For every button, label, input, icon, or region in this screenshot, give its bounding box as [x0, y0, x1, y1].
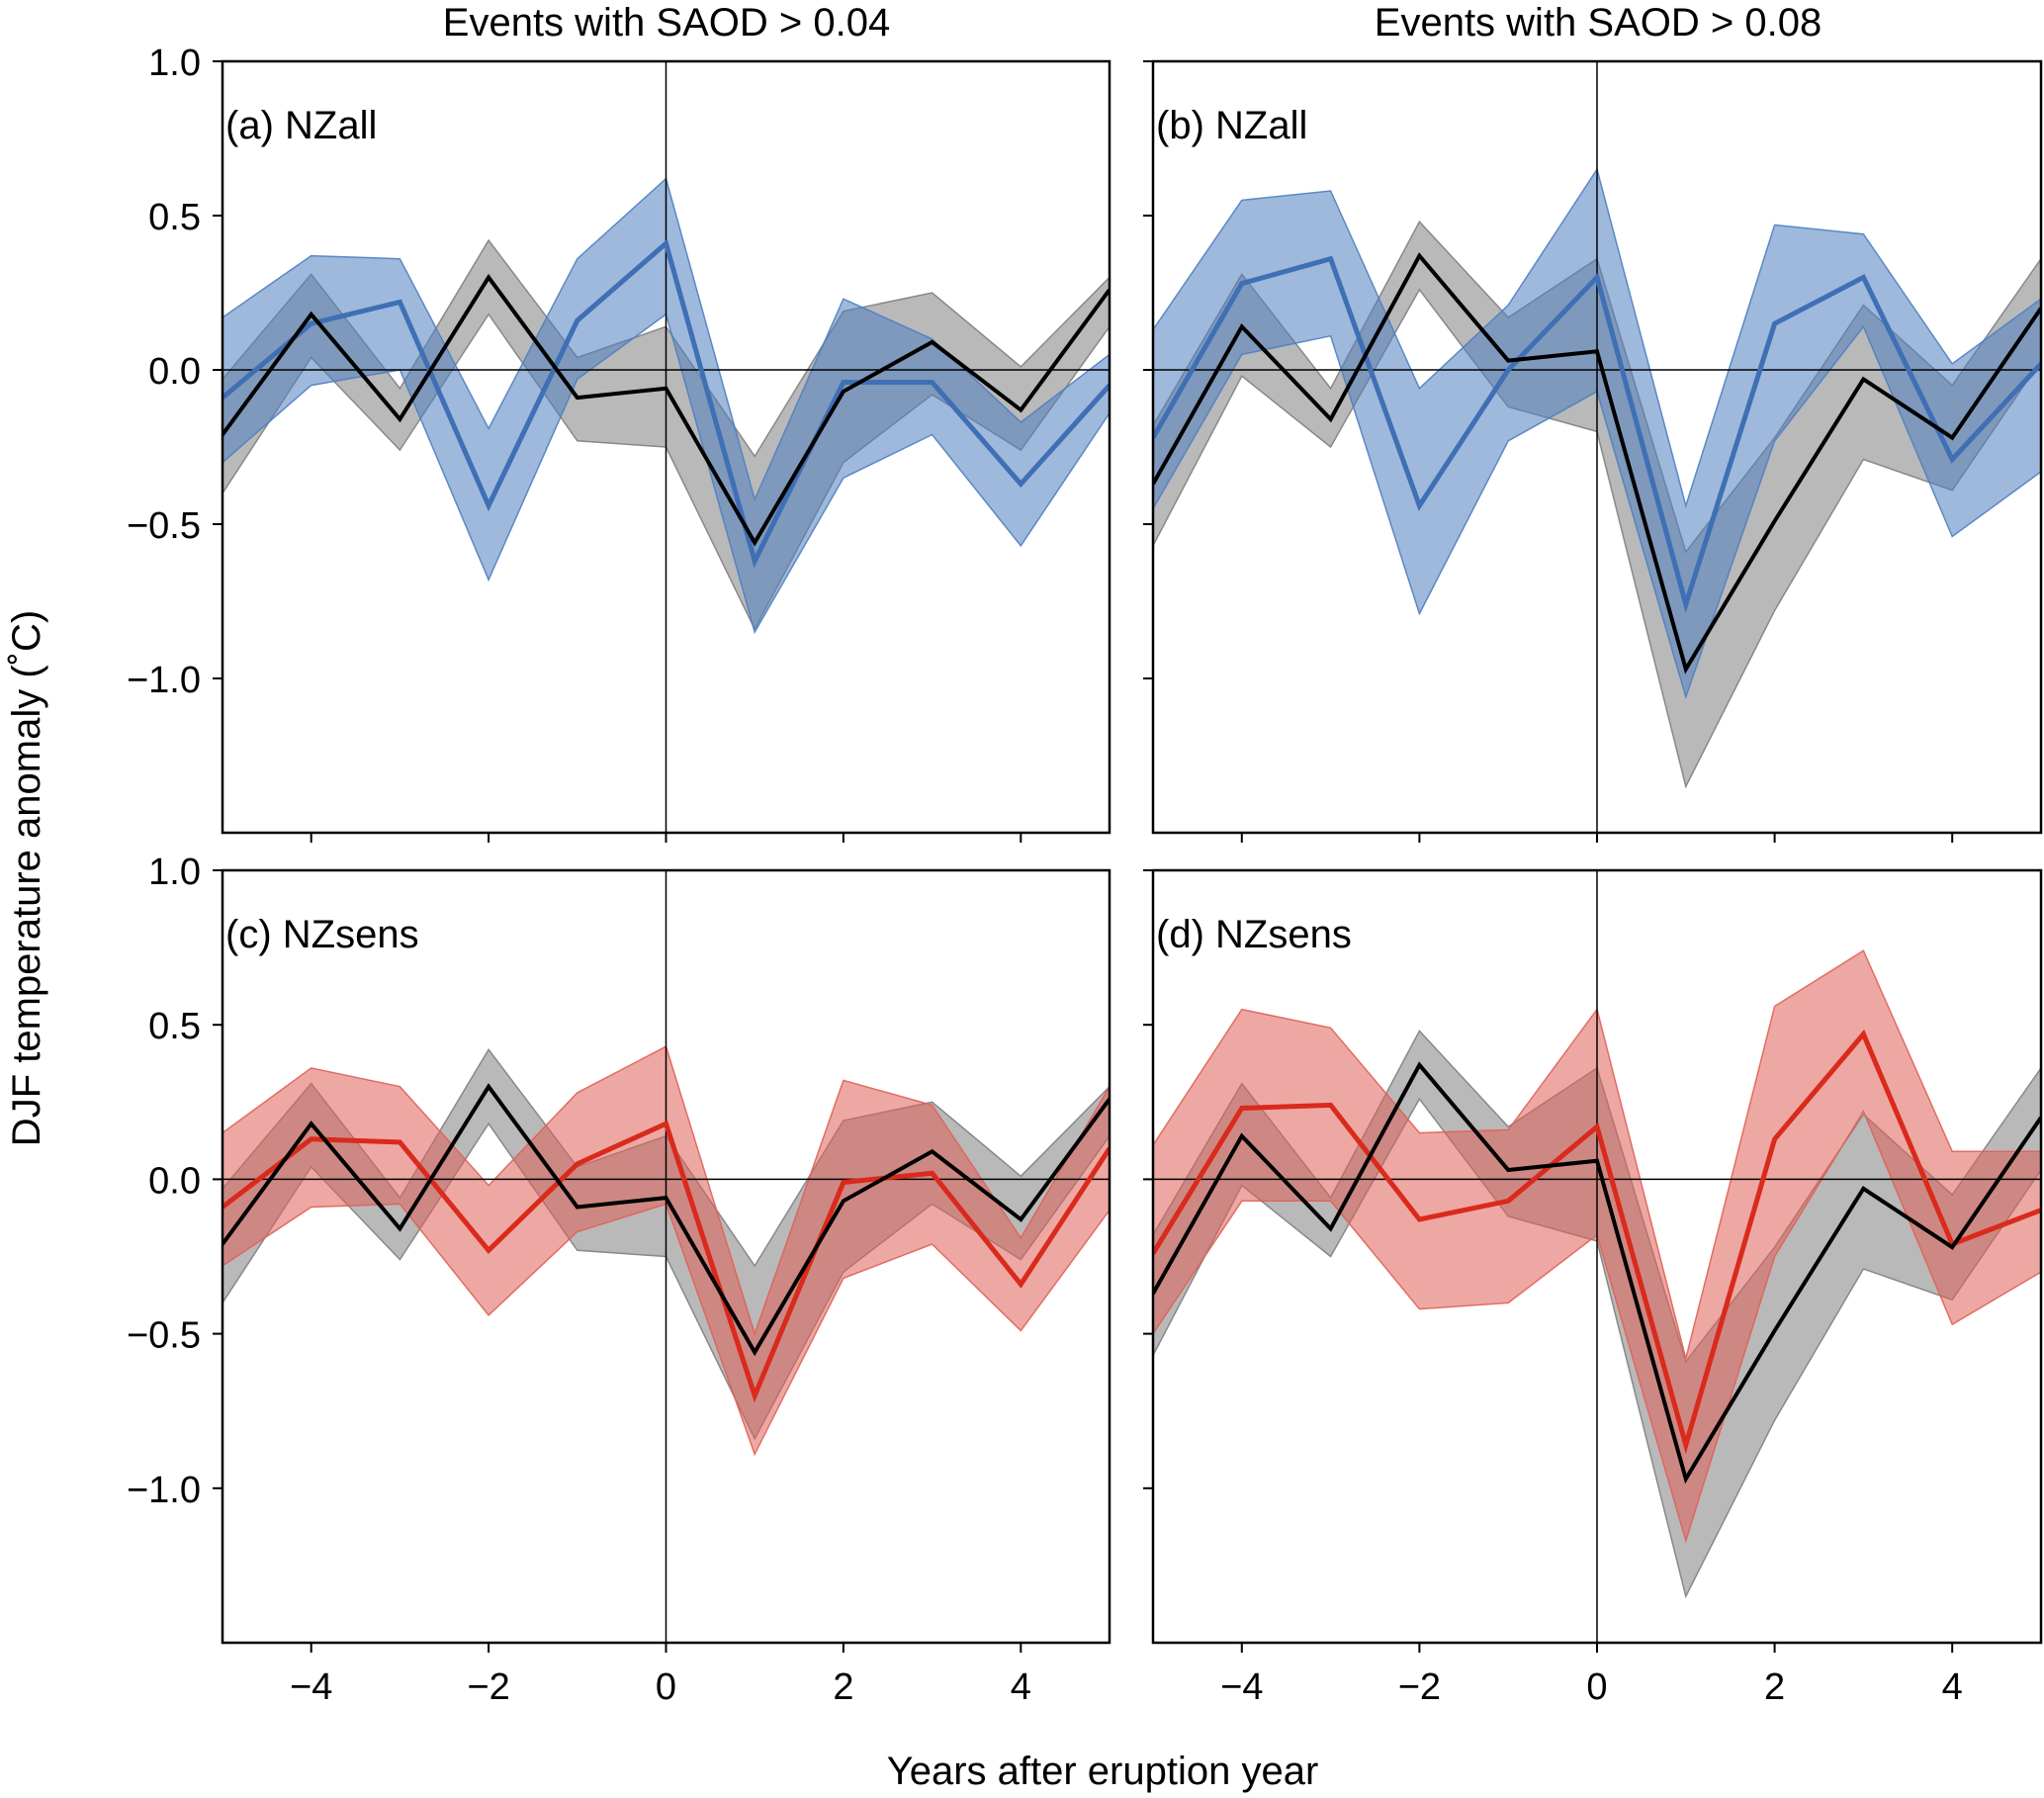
y-tick-label: −0.5	[127, 505, 201, 547]
y-tick-label: 0.5	[148, 197, 201, 238]
y-tick-label: 0.0	[148, 351, 201, 393]
x-tick-label: 4	[1011, 1666, 1031, 1708]
series-line-background	[222, 1083, 1110, 1357]
series-line-nzall	[1153, 255, 2041, 613]
series-line-background	[1153, 252, 2041, 674]
series-line-nzall	[222, 238, 1110, 569]
x-tick-label: −2	[1398, 1666, 1441, 1708]
column-title-right: Events with SAOD > 0.08	[1375, 1, 1822, 45]
panel-label: (d) NZsens	[1156, 913, 1352, 956]
x-tick-label: 2	[833, 1666, 853, 1708]
y-tick-label: 1.0	[148, 852, 201, 893]
panel-label: (a) NZall	[225, 104, 377, 147]
plot-area	[1153, 870, 2041, 1643]
x-tick-label: −2	[467, 1666, 509, 1708]
x-tick-label: 0	[656, 1666, 676, 1708]
y-tick-label: 0.5	[148, 1006, 201, 1047]
band-nzsens	[1153, 949, 2041, 1544]
x-axis-label: Years after eruption year	[887, 1750, 1319, 1793]
plot-area	[222, 870, 1110, 1643]
column-title-left: Events with SAOD > 0.04	[443, 1, 890, 45]
panel-label: (b) NZall	[1156, 104, 1307, 147]
y-tick-label: −1.0	[127, 660, 201, 701]
y-tick-label: −1.0	[127, 1470, 201, 1511]
panel-1: 1.0 0.5 0.0 −0.5 −1.0 (a) NZall	[127, 43, 1111, 843]
x-tick-label: 0	[1586, 1666, 1607, 1708]
y-tick-label: 1.0	[148, 43, 201, 84]
panel-3: 1.0 0.5 0.0 −0.5 −1.0 −4 −2 0 2 4 (c) NZsens	[127, 852, 1111, 1708]
series-line-nzsens	[1153, 1029, 2041, 1455]
y-tick-label: −0.5	[127, 1315, 201, 1357]
y-tick-label: 0.0	[148, 1160, 201, 1202]
panel-4: −4 −2 0 2 4 (d) NZsens	[1143, 868, 2043, 1708]
x-tick-label: −4	[290, 1666, 332, 1708]
plot-area	[1153, 61, 2041, 833]
x-tick-label: 2	[1764, 1666, 1785, 1708]
panel-label: (c) NZsens	[225, 913, 419, 956]
series-line-background	[1153, 1061, 2041, 1484]
x-tick-label: 4	[1942, 1666, 1963, 1708]
plot-area	[222, 61, 1110, 833]
panels: 1.0 0.5 0.0 −0.5 −1.0 (a) NZall (b) NZall 1.0 0.…	[127, 43, 2043, 1708]
band-nzsens	[222, 1045, 1110, 1457]
series-line-nzsens	[222, 1120, 1110, 1403]
series-line-background	[222, 273, 1110, 547]
panel-2: (b) NZall	[1143, 59, 2043, 843]
y-axis-label: DJF temperature anomaly (˚C)	[5, 610, 48, 1146]
x-tick-label: −4	[1220, 1666, 1263, 1708]
